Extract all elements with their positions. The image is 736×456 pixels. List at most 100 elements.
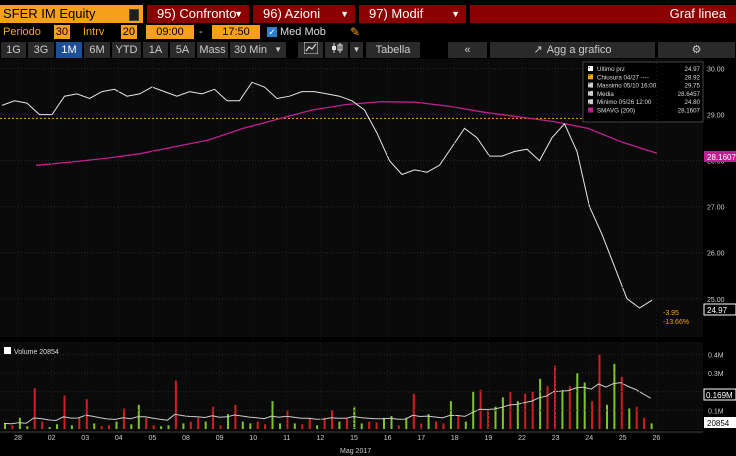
volume-bar — [397, 425, 400, 429]
chevron-down-icon: ▼ — [340, 9, 349, 19]
legend-label: Media — [597, 91, 614, 98]
date-tick-label: 15 — [350, 435, 358, 442]
range-1m[interactable]: 1M — [56, 42, 83, 58]
range-3g[interactable]: 3G — [28, 42, 55, 58]
volume-last-tag: 20854 — [707, 419, 730, 428]
volume-bar — [241, 421, 244, 429]
date-tick-label: 12 — [317, 435, 325, 442]
price-line — [1, 81, 653, 309]
azioni-label: 96) Azioni — [263, 6, 321, 21]
legend-label: SMAVG (200) — [597, 108, 635, 115]
volume-bar — [316, 425, 319, 429]
periodo-label: Periodo — [3, 26, 41, 38]
volume-avg-tag: 0.169M — [706, 391, 733, 400]
nav-back-button[interactable]: « — [448, 42, 488, 58]
range-5a[interactable]: 5A — [170, 42, 196, 58]
volume-bar — [264, 424, 267, 429]
confronto-button[interactable]: 95) Confronto ▼ — [147, 5, 249, 23]
line-chart-icon[interactable] — [298, 41, 324, 58]
range-mass[interactable]: Mass — [197, 42, 229, 58]
last-price-tag-bg — [703, 303, 736, 316]
med-mob-checkbox[interactable]: ✓ — [267, 27, 277, 37]
legend-label: Minimo 05/26 12:00 — [597, 99, 652, 106]
date-tick-label: 24 — [585, 435, 593, 442]
range-6m[interactable]: 6M — [84, 42, 111, 58]
volume-bar — [130, 424, 133, 429]
volume-bar — [598, 354, 601, 429]
settings-button[interactable]: ⚙ — [658, 42, 736, 58]
volume-bar — [167, 425, 170, 429]
legend-value: 29.75 — [685, 83, 701, 90]
range-ytd[interactable]: YTD — [112, 42, 142, 58]
date-tick-label: 28 — [14, 435, 22, 442]
modif-button[interactable]: 97) Modif ▼ — [359, 5, 466, 23]
volume-bar — [115, 421, 118, 429]
volume-bar — [301, 424, 304, 429]
nav-back-label: « — [464, 44, 471, 56]
legend-swatch — [588, 82, 593, 88]
volume-bar — [628, 408, 631, 429]
end-time-input[interactable]: 17:50 — [212, 25, 260, 39]
volume-last-tag-bg — [704, 417, 736, 428]
date-tick-label: 03 — [81, 435, 89, 442]
start-time-input[interactable]: 09:00 — [146, 25, 194, 39]
volume-bar — [18, 417, 21, 429]
volume-bar — [390, 416, 393, 429]
volume-bar — [412, 393, 415, 429]
volume-bar — [353, 406, 356, 429]
periodo-input[interactable]: 30 — [54, 25, 70, 39]
volume-bar — [26, 426, 29, 429]
ticker-label: SFER IM Equity — [3, 6, 96, 21]
date-tick-label: 09 — [216, 435, 224, 442]
volume-label: Volume 20854 — [14, 349, 59, 356]
price-chart[interactable]: Ultimo prz 24.97 Chiusura 04/27 ---- 28.92 M… — [0, 59, 736, 456]
legend-swatch — [588, 107, 593, 113]
volume-bar — [568, 386, 571, 429]
volume-bar — [174, 380, 177, 429]
interval-select[interactable]: 30 Min ▼ — [230, 42, 287, 58]
graf-linea-label: Graf linea — [669, 6, 726, 21]
pencil-icon[interactable]: ✎ — [350, 25, 361, 39]
legend-value: 24.80 — [685, 99, 701, 106]
candlestick-icon[interactable] — [325, 42, 349, 58]
chart-style-dropdown[interactable]: ▼ — [350, 42, 364, 58]
range-1a[interactable]: 1A — [143, 42, 169, 58]
volume-bar — [204, 421, 207, 429]
volume-bar — [227, 414, 229, 429]
legend-box — [582, 61, 704, 123]
volume-axis: 0.4M0.3M0.2M0.1M — [0, 353, 724, 415]
volume-swatch — [4, 347, 11, 354]
agg-grafico-button[interactable]: ↗ Agg a grafico — [490, 42, 656, 58]
date-tick-label: 16 — [384, 435, 392, 442]
volume-bar — [4, 423, 6, 429]
last-price-tag: 24.97 — [707, 306, 728, 315]
chevron-down-icon: ▼ — [451, 9, 460, 19]
legend-swatch — [588, 66, 593, 71]
volume-bar — [338, 421, 341, 429]
volume-bar — [160, 426, 163, 429]
intrv-input[interactable]: 20 — [121, 25, 137, 39]
volume-bar — [100, 426, 103, 429]
volume-tick-label: 0.1M — [708, 408, 724, 415]
azioni-button[interactable]: 96) Azioni ▼ — [253, 5, 355, 23]
volume-bar — [539, 378, 542, 429]
volume-bar — [375, 422, 378, 429]
volume-bar — [85, 399, 88, 429]
volume-bar — [435, 421, 437, 429]
ticker-field[interactable]: SFER IM Equity — [0, 5, 143, 23]
volume-bar — [442, 423, 445, 429]
volume-bar — [63, 395, 66, 429]
volume-bar — [554, 365, 556, 429]
volume-bar — [472, 391, 475, 429]
volume-bar — [576, 373, 579, 429]
volume-bar — [219, 425, 222, 429]
legend-swatch — [588, 99, 593, 105]
volume-bar — [308, 417, 311, 429]
volume-bar — [93, 423, 96, 429]
volume-bar — [583, 382, 586, 429]
tabella-button[interactable]: Tabella — [366, 42, 421, 58]
volume-bar — [78, 417, 81, 429]
range-1g[interactable]: 1G — [1, 42, 27, 58]
date-tick-label: 02 — [48, 435, 56, 442]
range-1m-label: 1M — [61, 44, 77, 56]
